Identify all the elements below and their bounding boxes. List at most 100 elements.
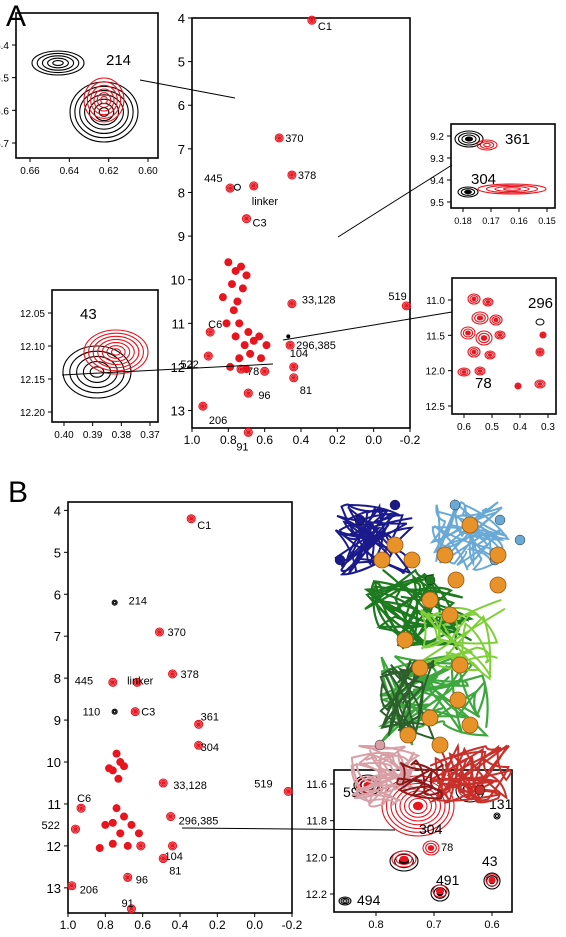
panel-b-peak bbox=[167, 669, 178, 679]
panel-b-peak bbox=[136, 841, 146, 851]
protein-bead bbox=[389, 499, 401, 511]
panel-b-peak bbox=[158, 778, 168, 788]
panel-b-peak-label: 91 bbox=[121, 898, 133, 910]
panel-a-peak bbox=[274, 133, 284, 143]
protein-orange-sphere bbox=[489, 576, 507, 594]
protein-orange-sphere bbox=[431, 736, 449, 754]
protein-orange-sphere bbox=[449, 691, 467, 709]
protein-chain bbox=[384, 659, 435, 736]
inset-296-peak bbox=[489, 314, 503, 326]
panel-b-xtick-label: 0.0 bbox=[246, 918, 263, 932]
inset-43-x-label: 0.40 bbox=[54, 430, 74, 441]
panel-a-peak-label: 370 bbox=[285, 133, 303, 145]
inset-361-label: 361 bbox=[505, 131, 530, 148]
panel-a-peak-label: 519 bbox=[388, 291, 406, 303]
inset-296-peak bbox=[535, 347, 545, 357]
panel-a-peak-label: 91 bbox=[236, 441, 248, 453]
panel-b-peak-label: 361 bbox=[201, 711, 219, 723]
panel-a-peak-label: 81 bbox=[300, 385, 312, 397]
inset-296-label: 296 bbox=[528, 295, 553, 312]
panel-a-peak bbox=[249, 181, 259, 191]
inset-296-x-label: 0.3 bbox=[541, 422, 555, 433]
inset-214-y-label: 5.6 bbox=[0, 106, 9, 117]
protein-orange-sphere bbox=[396, 631, 414, 649]
inset-361-y-label: 9.2 bbox=[430, 132, 444, 143]
inset-214-x-label: 0.66 bbox=[20, 166, 40, 177]
inset-361-y-label: 9.4 bbox=[430, 176, 444, 187]
panel-b-inset-y-label: 11.6 bbox=[306, 779, 327, 791]
inset-296-peak bbox=[457, 367, 471, 377]
panel-a-xtick-label: 1.0 bbox=[184, 433, 201, 447]
panel-a-peak-label: 296,385 bbox=[296, 340, 336, 352]
panel-b-inset-y-label: 12.0 bbox=[306, 852, 327, 864]
panel-b-inset-label-304: 304 bbox=[419, 821, 443, 837]
panel-a-peak bbox=[241, 214, 252, 224]
panel-b-peak bbox=[194, 740, 204, 750]
panel-a-connector-line bbox=[61, 363, 274, 376]
inset-43-y-label: 12.15 bbox=[20, 375, 45, 386]
protein-chain bbox=[379, 659, 436, 741]
protein-structure-illustration bbox=[334, 498, 526, 808]
inset-214-label: 214 bbox=[106, 52, 131, 69]
inset-43-y-label: 12.10 bbox=[20, 342, 45, 353]
panel-a-peak bbox=[401, 301, 411, 311]
inset-43-x-label: 0.37 bbox=[140, 430, 160, 441]
panel-b-ytick-label: 13 bbox=[47, 881, 61, 896]
panel-b-peak bbox=[67, 881, 77, 891]
panel-b-peak bbox=[111, 708, 118, 715]
inset-296-peak bbox=[534, 379, 546, 389]
panel-b-inset-x-label: 0.7 bbox=[426, 919, 441, 931]
protein-orange-sphere bbox=[403, 551, 421, 569]
inset-296-y-label: 12.5 bbox=[426, 402, 446, 413]
panel-b-xtick-label: 0.6 bbox=[134, 918, 151, 932]
protein-orange-sphere bbox=[411, 659, 429, 677]
panel-b-peak bbox=[167, 841, 178, 851]
inset-43-x-label: 0.38 bbox=[112, 430, 132, 441]
panel-a-peak-label: C3 bbox=[253, 218, 267, 230]
protein-orange-sphere bbox=[461, 716, 479, 734]
panel-b-peak bbox=[186, 514, 196, 524]
inset-214-red bbox=[83, 77, 125, 123]
panel-b-peak bbox=[76, 803, 86, 813]
panel-b-inset-label-43: 43 bbox=[482, 853, 498, 869]
panel-b-inset-y-label: 12.2 bbox=[306, 889, 327, 901]
panel-b-peak-label: 378 bbox=[181, 669, 199, 681]
panel-b-inset-label-131: 131 bbox=[489, 796, 513, 812]
protein-bead bbox=[474, 784, 486, 796]
panel-a-xtick-label: 0.2 bbox=[329, 433, 346, 447]
panel-a-peak-cluster bbox=[218, 258, 271, 374]
inset-361-red bbox=[476, 139, 498, 151]
inset-296-peak bbox=[514, 382, 522, 390]
panel-b-inset-peak bbox=[338, 896, 352, 906]
panel-b-peak bbox=[111, 599, 118, 606]
protein-orange-sphere bbox=[436, 546, 454, 564]
panel-b-peak bbox=[283, 786, 293, 796]
panel-a-peak-label: 445 bbox=[204, 173, 222, 185]
panel-b-inset-peak bbox=[432, 884, 448, 898]
inset-296-y-label: 11.0 bbox=[426, 296, 445, 307]
panel-b-xtick-label: -0.2 bbox=[282, 918, 303, 932]
panel-a-ytick-label: 5 bbox=[178, 55, 185, 70]
panel-a-peak bbox=[289, 362, 299, 372]
protein-orange-sphere bbox=[447, 571, 465, 589]
panel-a-peak bbox=[243, 388, 253, 398]
inset-296-peak bbox=[494, 330, 506, 340]
inset-296-y-label: 12.0 bbox=[426, 367, 446, 378]
panel-a-xtick-label: 0.6 bbox=[256, 433, 273, 447]
panel-b-peak bbox=[194, 719, 204, 729]
panel-b-peak bbox=[70, 824, 81, 834]
inset-296-peak bbox=[475, 330, 493, 346]
panel-a-ytick-label: 8 bbox=[178, 185, 185, 200]
inset-214-x-label: 0.64 bbox=[60, 166, 80, 177]
inset-361-x-label: 0.16 bbox=[510, 216, 528, 226]
panel-b-xtick-label: 0.4 bbox=[172, 918, 189, 932]
panel-b-peak-label: C3 bbox=[141, 707, 155, 719]
panel-a-ytick-label: 4 bbox=[178, 11, 185, 26]
inset-296-peak bbox=[539, 331, 547, 339]
panel-a-ytick-label: 9 bbox=[178, 229, 185, 244]
panel-b-ytick-label: 5 bbox=[54, 545, 61, 560]
panel-b-peak-label: 445 bbox=[75, 675, 93, 687]
inset-43-y-label: 12.05 bbox=[20, 309, 45, 320]
panel-b-peak-label: C6 bbox=[77, 793, 91, 805]
